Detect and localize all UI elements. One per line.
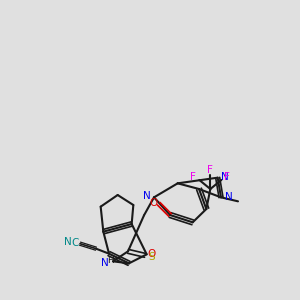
Text: O: O (150, 198, 158, 208)
Text: F: F (207, 165, 213, 175)
Text: F: F (224, 172, 230, 182)
Text: O: O (147, 249, 155, 259)
Text: H: H (108, 256, 114, 265)
Text: N: N (101, 258, 109, 268)
Text: S: S (148, 252, 155, 262)
Text: N: N (225, 192, 233, 202)
Text: F: F (190, 172, 196, 182)
Text: N: N (64, 237, 72, 247)
Text: C: C (71, 238, 79, 248)
Text: N: N (221, 172, 229, 182)
Text: N: N (143, 191, 151, 201)
